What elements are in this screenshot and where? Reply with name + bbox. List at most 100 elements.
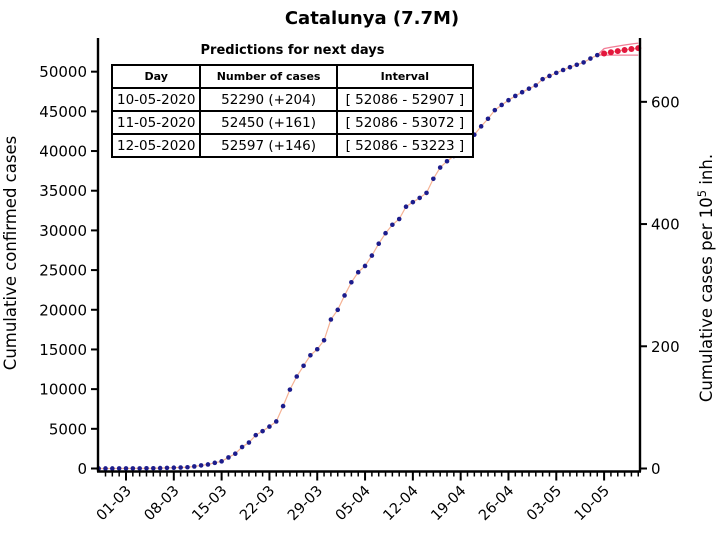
data-point bbox=[335, 307, 341, 313]
data-point bbox=[567, 64, 573, 70]
data-point bbox=[287, 387, 293, 392]
data-point bbox=[547, 73, 552, 79]
data-point bbox=[314, 346, 320, 352]
prediction-cell: 52290 (+204) bbox=[199, 87, 338, 112]
data-point bbox=[485, 116, 491, 122]
x-axis-tick-label: 22-03 bbox=[237, 483, 278, 524]
predicted-point bbox=[601, 50, 608, 57]
x-axis-tick-label: 29-03 bbox=[285, 483, 326, 524]
y-axis-tick-label: 10000 bbox=[39, 381, 87, 399]
y-axis-tick-label: 30000 bbox=[39, 222, 87, 240]
data-point bbox=[267, 424, 272, 429]
data-point bbox=[581, 60, 586, 65]
predicted-point bbox=[607, 49, 614, 56]
confidence-band-edge bbox=[596, 42, 639, 56]
data-point bbox=[560, 67, 566, 73]
x-axis-tick-label: 26-04 bbox=[476, 483, 517, 524]
data-point bbox=[308, 353, 313, 358]
data-point bbox=[226, 455, 231, 460]
y-axis-tick-label: 0 bbox=[77, 460, 87, 478]
data-point bbox=[110, 466, 115, 471]
y-axis-tick-label: 5000 bbox=[49, 420, 87, 438]
chart-title: Catalunya (7.7M) bbox=[285, 8, 459, 29]
y-axis-tick-label: 45000 bbox=[39, 103, 87, 121]
data-point bbox=[198, 463, 204, 468]
data-point bbox=[588, 56, 593, 61]
prediction-cell: [ 52086 - 53072 ] bbox=[335, 110, 475, 135]
data-point bbox=[519, 89, 525, 95]
right-axis-tick-label: 200 bbox=[651, 338, 680, 356]
data-point bbox=[383, 230, 388, 236]
y-axis-tick-label: 25000 bbox=[39, 262, 87, 280]
right-axis-tick-label: 600 bbox=[651, 93, 680, 111]
data-point bbox=[239, 444, 245, 450]
column-header-cases: Number of cases bbox=[199, 64, 338, 89]
prediction-cell: [ 52086 - 53223 ] bbox=[335, 133, 475, 158]
data-point bbox=[424, 190, 429, 196]
data-point bbox=[280, 403, 286, 409]
data-point bbox=[219, 459, 224, 464]
prediction-cell: 10-05-2020 bbox=[110, 87, 202, 112]
data-point bbox=[232, 451, 238, 456]
y-axis-tick-label: 40000 bbox=[39, 143, 87, 161]
data-point bbox=[192, 464, 197, 469]
data-point bbox=[431, 176, 436, 182]
data-point bbox=[116, 466, 122, 471]
data-point bbox=[553, 70, 559, 76]
prediction-table-body: 10-05-2020 52290 (+204)[ 52086 - 52907 ] 1… bbox=[110, 87, 475, 158]
data-point bbox=[417, 195, 422, 201]
y-axis-tick-label: 50000 bbox=[39, 63, 87, 81]
data-point bbox=[144, 466, 149, 471]
data-point bbox=[328, 317, 334, 322]
data-point bbox=[321, 337, 327, 343]
x-axis-tick-label: 15-03 bbox=[189, 483, 230, 524]
data-point bbox=[253, 432, 259, 438]
data-point bbox=[540, 76, 545, 82]
x-axis-tick-label: 08-03 bbox=[142, 483, 183, 524]
data-point bbox=[342, 293, 347, 298]
data-point bbox=[301, 363, 306, 369]
data-point bbox=[369, 253, 375, 258]
prediction-table-header-row: Day Number of cases Interval bbox=[110, 64, 475, 89]
data-point bbox=[151, 465, 156, 471]
predicted-point bbox=[621, 46, 628, 53]
column-header-day: Day bbox=[110, 64, 202, 89]
prediction-row: 10-05-2020 52290 (+204)[ 52086 - 52907 ] bbox=[110, 87, 475, 112]
prediction-row: 12-05-2020 52597 (+146)[ 52086 - 53223 ] bbox=[110, 133, 475, 158]
y-axis-tick-label: 35000 bbox=[39, 182, 87, 200]
data-point bbox=[178, 465, 183, 470]
data-point bbox=[157, 465, 163, 471]
data-point bbox=[355, 269, 361, 275]
data-point bbox=[185, 464, 190, 470]
data-point bbox=[410, 199, 416, 205]
x-axis-tick-label: 10-05 bbox=[572, 483, 613, 524]
prediction-cell: 52597 (+146) bbox=[199, 133, 338, 158]
y-axis-tick-label: 15000 bbox=[39, 341, 87, 359]
data-point bbox=[349, 280, 354, 285]
x-axis-tick-label: 19-04 bbox=[428, 483, 469, 524]
prediction-table: Predictions for next days Day Number of … bbox=[110, 38, 475, 158]
right-axis-tick-label: 0 bbox=[651, 460, 661, 478]
data-point bbox=[594, 52, 600, 58]
prediction-cell: 12-05-2020 bbox=[110, 133, 202, 158]
right-axis-tick-label: 400 bbox=[651, 216, 680, 234]
data-point bbox=[390, 222, 395, 228]
prediction-cell: [ 52086 - 52907 ] bbox=[335, 87, 475, 112]
prediction-table-grid: Day Number of cases Interval 10-05-2020 5… bbox=[110, 64, 475, 158]
prediction-cell: 52450 (+161) bbox=[199, 110, 338, 135]
data-point bbox=[294, 374, 300, 379]
data-point bbox=[499, 102, 504, 108]
data-point bbox=[123, 466, 129, 471]
data-point bbox=[492, 107, 498, 113]
data-point bbox=[260, 428, 265, 434]
prediction-cell: 11-05-2020 bbox=[110, 110, 202, 135]
data-point bbox=[212, 460, 218, 466]
data-point bbox=[533, 83, 539, 88]
data-point bbox=[526, 86, 532, 91]
data-point bbox=[396, 216, 402, 222]
data-point bbox=[137, 466, 142, 471]
prediction-row: 11-05-2020 52450 (+161)[ 52086 - 53072 ] bbox=[110, 110, 475, 135]
data-point bbox=[246, 440, 252, 445]
